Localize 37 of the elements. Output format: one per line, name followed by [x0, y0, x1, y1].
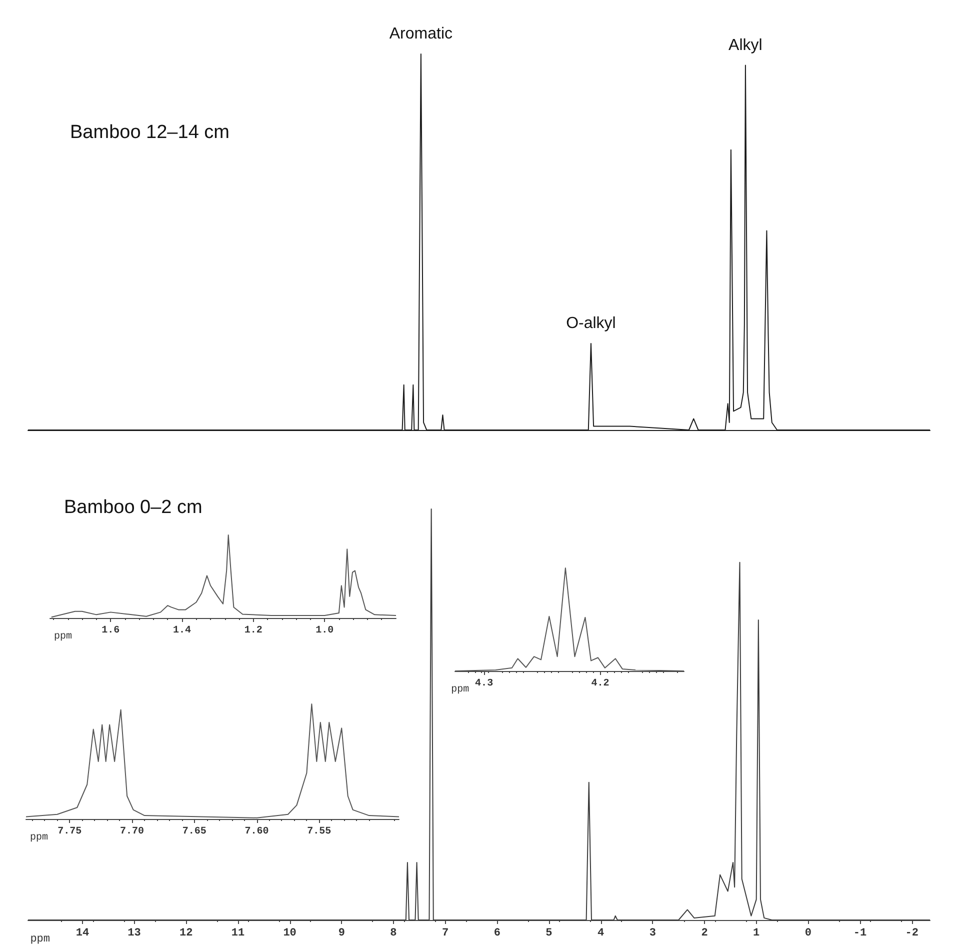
x-axis-title: ppm: [30, 934, 50, 945]
x-tick-label: -2: [905, 928, 918, 940]
x-tick-label: 4.3: [475, 678, 494, 690]
x-tick-label: 4: [598, 928, 605, 940]
x-tick-label: 7.65: [182, 826, 206, 838]
x-tick-label: 8: [390, 928, 398, 940]
x-tick-label: 11: [231, 928, 245, 940]
annotation: Alkyl: [728, 36, 762, 54]
x-tick-label: 6: [494, 928, 500, 940]
x-tick-label: 10: [283, 928, 296, 940]
x-tick-label: 7.55: [307, 826, 332, 838]
x-tick-label: 1.6: [102, 626, 120, 636]
annotation: O-alkyl: [566, 315, 616, 332]
x-tick-label: 12: [180, 928, 193, 940]
x-tick-label: -1: [853, 928, 868, 940]
x-tick-label: 1.0: [316, 626, 334, 636]
text: Bamboo 12–14 cm: [70, 122, 230, 143]
x-tick-label: 7.75: [58, 826, 82, 838]
x-tick-label: 9: [338, 928, 345, 940]
x-tick-label: 3: [649, 928, 656, 940]
x-tick-label: 13: [128, 928, 142, 940]
x-tick-label: 1.2: [244, 626, 262, 636]
x-axis-title: ppm: [451, 684, 470, 696]
chart-title: Bamboo 0–2 cm: [64, 497, 202, 518]
x-axis-title: ppm: [54, 632, 72, 642]
x-tick-label: 7.60: [244, 826, 269, 838]
x-tick-label: 0: [804, 928, 812, 940]
x-tick-label: 1.4: [172, 626, 191, 636]
annotation: Aromatic: [389, 26, 453, 42]
x-tick-label: 2: [701, 928, 708, 940]
x-tick-label: 5: [546, 928, 553, 940]
x-tick-label: 1: [753, 928, 760, 940]
x-tick-label: 14: [76, 928, 90, 940]
x-tick-label: 4.2: [591, 678, 610, 690]
x-tick-label: 7.70: [120, 826, 144, 838]
x-tick-label: 7: [442, 928, 449, 940]
x-axis-title: ppm: [30, 832, 48, 844]
